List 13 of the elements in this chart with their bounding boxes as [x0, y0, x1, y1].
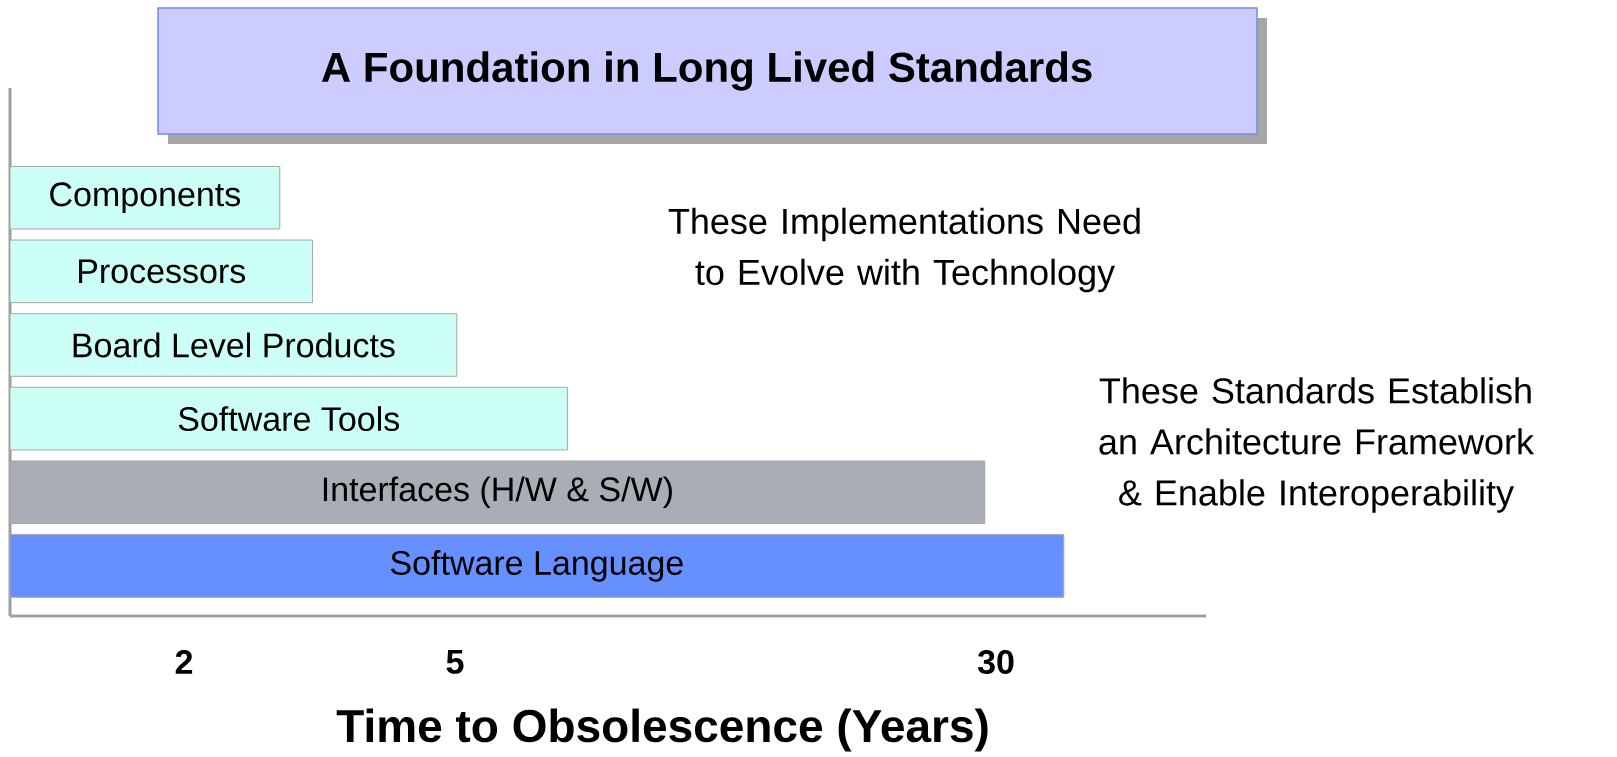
y-tick-label: Software Tools: [178, 406, 400, 432]
y-tick-label: Board Level Products: [73, 332, 395, 358]
y-tick-label: Interfaces (H/W & S/W): [323, 476, 672, 509]
y-tick-label: Processors: [78, 259, 246, 284]
chart-title: A Foundation in Long Lived Standards: [321, 51, 1092, 91]
text: 30: [977, 649, 1014, 675]
x-axis-title: Time to Obsolescence (Years): [336, 708, 988, 752]
y-tick-label: Software Language: [390, 550, 683, 582]
y-tick-label: Components: [50, 182, 241, 214]
annotation: These Implementations Need to Evolve with Technology: [668, 207, 1140, 293]
text: 2: [175, 650, 193, 674]
text: 5: [446, 650, 464, 674]
text: These Standards Establish an Architecture Framework & Enable Interoperability: [1099, 377, 1535, 513]
